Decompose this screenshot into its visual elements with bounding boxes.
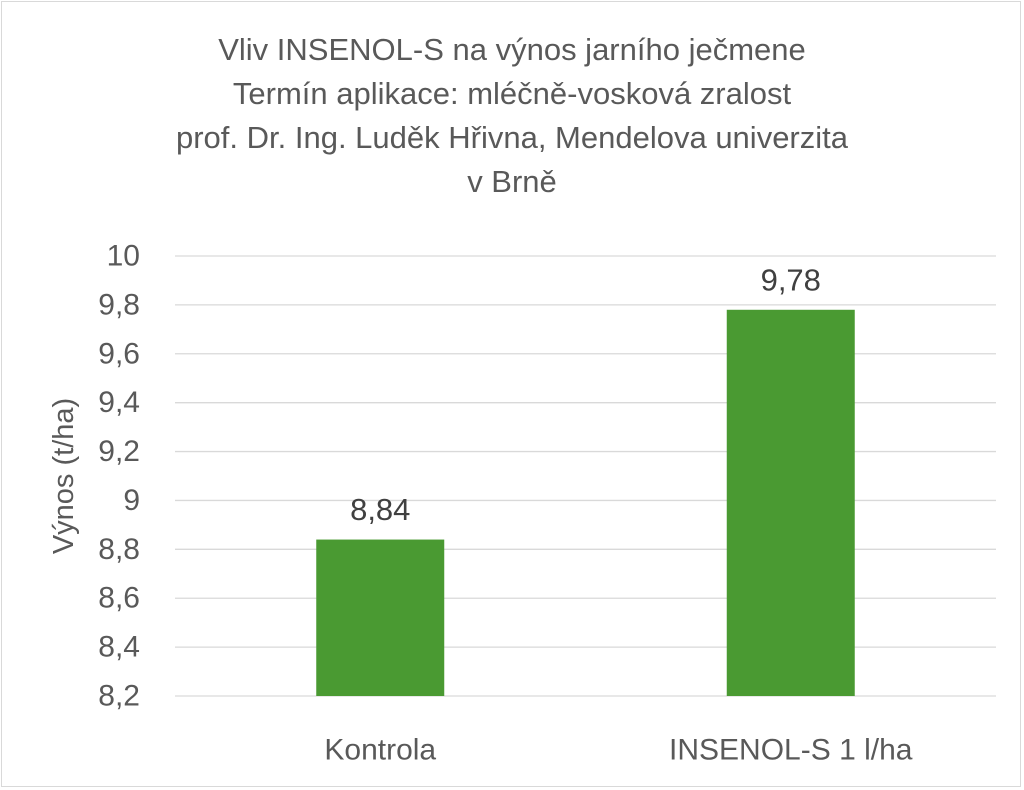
x-axis-category-labels: Kontrola INSENOL-S 1 l/ha xyxy=(324,734,912,767)
y-tick-label: 10 xyxy=(107,240,140,273)
y-tick-label: 9,2 xyxy=(98,435,140,468)
chart-title-line-3: prof. Dr. Ing. Luděk Hřivna, Mendelova u… xyxy=(175,120,848,155)
y-tick-label: 8,8 xyxy=(98,533,140,566)
y-tick-label: 8,6 xyxy=(98,582,140,615)
chart-title-line-4: v Brně xyxy=(467,164,557,199)
y-tick-label: 9 xyxy=(123,484,140,517)
chart-title-line-2: Termín aplikace: mléčně-vosková zralost xyxy=(232,76,792,111)
y-tick-label: 9,6 xyxy=(98,337,140,370)
bar xyxy=(316,539,445,696)
y-axis-title: Výnos (t/ha) xyxy=(48,398,80,554)
gridlines xyxy=(175,255,996,697)
bar-value-label: 9,78 xyxy=(761,262,821,297)
data-labels: 8,84 9,78 xyxy=(350,262,821,527)
x-category-label: Kontrola xyxy=(324,734,436,767)
bars xyxy=(316,309,855,696)
bar xyxy=(726,309,855,696)
chart-title: Vliv INSENOL-S na výnos jarního ječmene … xyxy=(0,28,1024,204)
y-tick-label: 8,4 xyxy=(98,631,140,664)
y-tick-label: 8,2 xyxy=(98,680,140,713)
bar-value-label: 8,84 xyxy=(350,492,410,527)
y-axis-tick-labels: 8,2 8,4 8,6 8,8 9 9,2 9,4 9,6 9,8 10 xyxy=(98,240,140,713)
x-category-label: INSENOL-S 1 l/ha xyxy=(669,734,913,767)
y-tick-label: 9,8 xyxy=(98,288,140,321)
chart-title-line-1: Vliv INSENOL-S na výnos jarního ječmene xyxy=(218,32,806,67)
y-tick-label: 9,4 xyxy=(98,386,140,419)
